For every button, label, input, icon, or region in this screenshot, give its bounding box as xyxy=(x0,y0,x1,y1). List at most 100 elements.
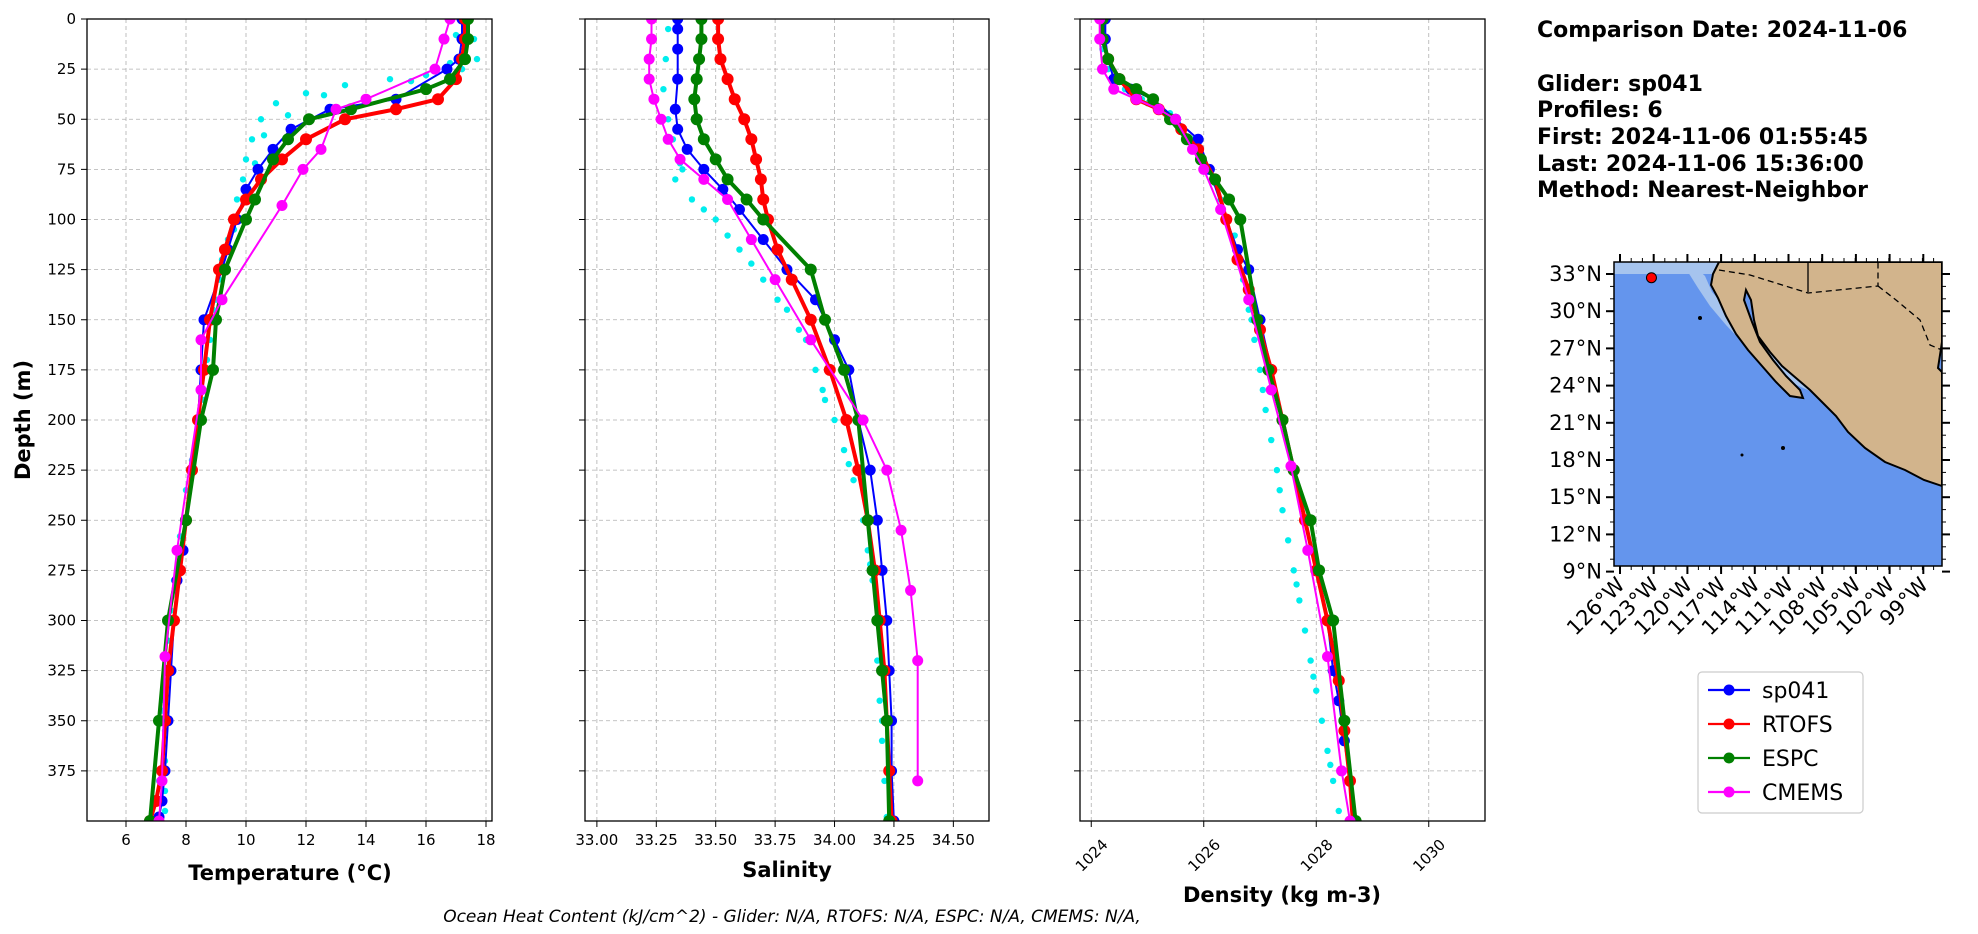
salinity-grid xyxy=(585,18,989,821)
density-glider-raw-point xyxy=(1324,747,1331,755)
depth-y-tick-label: 100 xyxy=(47,211,76,229)
salinity-glider-raw-point xyxy=(748,260,755,267)
temperature-point-cmems xyxy=(195,334,207,346)
salinity-glider-raw-point xyxy=(878,737,886,744)
temperature-point-sp041 xyxy=(267,143,279,155)
salinity-point-cmems xyxy=(643,53,655,65)
temperature-glider-raw-point xyxy=(242,156,250,163)
density-x-tick-label: 1024 xyxy=(1072,836,1112,876)
salinity-point-espc xyxy=(690,113,703,126)
map-frame xyxy=(1613,261,1943,567)
temperature-x-tick-label: 16 xyxy=(416,831,435,849)
density-point-espc xyxy=(1209,173,1221,186)
depth-y-tick-label: 325 xyxy=(47,662,76,680)
map-lat-tick-label: 21°N xyxy=(1549,411,1602,435)
temperature-point-espc xyxy=(249,193,261,206)
temperature-ticks: 6 8 10 12 14 16 18 0 25 50 75 100 125 150 175 200 225 250… xyxy=(47,10,495,849)
map-lat-tick-label: 24°N xyxy=(1549,374,1602,398)
temperature-x-tick-label: 18 xyxy=(476,831,495,849)
density-glider-raw-point xyxy=(1310,673,1317,680)
temperature-x-tick-label: 12 xyxy=(296,831,315,849)
temperature-point-rtofs xyxy=(228,213,240,226)
temperature-point-espc xyxy=(144,815,156,821)
temperature-glider-raw-point xyxy=(284,112,292,119)
salinity-point-sp041 xyxy=(672,123,684,135)
density-point-cmems xyxy=(1094,33,1106,45)
glider-position-marker xyxy=(1645,272,1657,284)
temperature-line-rtofs xyxy=(148,19,467,821)
salinity-point-sp041 xyxy=(672,43,684,55)
salinity-point-espc xyxy=(883,815,896,821)
legend-marker-sp041 xyxy=(1723,684,1735,696)
salinity-x-tick-label: 33.00 xyxy=(575,831,618,849)
depth-y-tick-label: 50 xyxy=(57,110,76,128)
salinity-glider-raw-point xyxy=(874,657,881,664)
salinity-point-espc xyxy=(871,614,884,627)
density-point-espc xyxy=(1304,514,1317,527)
salinity-point-espc xyxy=(690,73,703,86)
map-border-us-mexico xyxy=(1718,262,1879,294)
salinity-point-rtofs xyxy=(840,414,853,426)
info-method: Method: Nearest-Neighbor xyxy=(1537,178,1868,203)
density-point-espc xyxy=(1223,193,1236,206)
salinity-point-espc xyxy=(880,714,893,727)
temperature-glider-raw-point xyxy=(233,196,241,203)
temperature-point-espc xyxy=(162,614,174,627)
depth-y-tick-label: 300 xyxy=(47,612,76,630)
density-glider-raw-point xyxy=(1296,597,1303,604)
salinity-point-cmems xyxy=(912,655,924,667)
temperature-glider-raw-point xyxy=(386,75,394,83)
salinity-glider-raw-point xyxy=(812,366,819,374)
temperature-point-rtofs xyxy=(390,103,402,116)
density-point-cmems xyxy=(1097,63,1108,75)
salinity-point-rtofs xyxy=(714,53,727,66)
salinity-point-sp041 xyxy=(672,19,684,25)
density-x-tick-label: 1030 xyxy=(1409,836,1449,876)
temperature-glider-raw-point xyxy=(302,89,310,97)
density-glider-raw-point xyxy=(1335,807,1342,815)
temperature-glider-raw-points xyxy=(155,19,481,815)
salinity-point-rtofs xyxy=(738,113,751,126)
density-point-espc xyxy=(1327,614,1340,627)
density-glider-raw-point xyxy=(1279,507,1286,514)
temperature-point-espc xyxy=(444,73,456,86)
salinity-point-espc xyxy=(695,33,708,46)
map-lat-tick-label: 12°N xyxy=(1549,522,1602,546)
temperature-point-cmems xyxy=(159,651,171,663)
salinity-point-cmems xyxy=(698,173,710,185)
salinity-point-espc xyxy=(693,53,706,66)
temperature-point-cmems xyxy=(444,19,456,25)
temperature-glider-raw-point xyxy=(473,55,481,63)
salinity-point-cmems xyxy=(722,193,734,205)
info-block: Comparison Date: 2024-11-06 Glider: sp04… xyxy=(1537,18,1907,203)
salinity-glider-raw-point xyxy=(664,116,672,123)
salinity-x-tick-label: 33.75 xyxy=(754,831,797,849)
salinity-glider-raw-point xyxy=(831,416,838,424)
temperature-point-espc xyxy=(240,213,252,226)
salinity-point-espc xyxy=(740,193,753,206)
salinity-glider-raw-point xyxy=(840,446,848,454)
temperature-x-label: Temperature (°C) xyxy=(188,861,391,885)
salinity-point-sp041 xyxy=(757,234,769,246)
temperature-point-cmems xyxy=(438,33,450,45)
salinity-series xyxy=(643,19,924,821)
density-point-espc xyxy=(1113,73,1126,86)
depth-y-tick-label: 150 xyxy=(47,311,76,329)
density-glider-raw-points xyxy=(1099,19,1342,815)
density-ticks: 1024 1026 1028 1030 xyxy=(1072,18,1449,876)
temperature-grid xyxy=(87,18,492,821)
salinity-x-tick-label: 34.50 xyxy=(932,831,975,849)
map-lat-tick-label: 30°N xyxy=(1549,299,1602,323)
temperature-glider-raw-point xyxy=(272,100,280,107)
density-point-cmems xyxy=(1130,93,1142,105)
legend-marker-rtofs xyxy=(1723,718,1735,730)
salinity-glider-raw-point xyxy=(664,25,672,33)
salinity-point-espc xyxy=(757,213,770,226)
density-point-cmems xyxy=(1344,815,1356,821)
density-grid xyxy=(1080,18,1485,821)
salinity-point-espc xyxy=(838,363,851,376)
temperature-point-rtofs xyxy=(240,193,252,206)
density-point-sp041 xyxy=(1192,133,1204,145)
density-point-espc xyxy=(1338,714,1351,727)
